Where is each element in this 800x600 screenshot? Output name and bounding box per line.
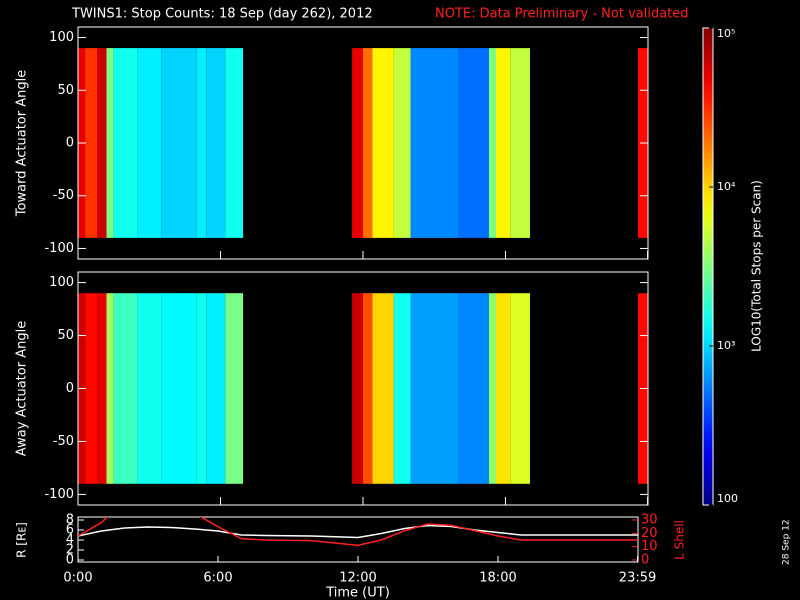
x-tick-label: 12:00 [339,571,376,586]
heatmap-cell [363,48,373,238]
x-tick-label: 0:00 [63,571,92,586]
y-tick-label: 50 [57,83,74,98]
heatmap-cell [393,48,411,238]
y-tick-label: 100 [49,275,74,290]
y-tick-label: 4 [66,533,74,548]
y-tick-label: 8 [66,513,74,528]
date-stamp: 28 Sep 12 [782,519,792,565]
y-tick-label: 100 [49,30,74,45]
heatmap-cell [496,48,511,238]
x-tick-label: 18:00 [479,571,516,586]
heatmap-cell [352,293,363,484]
heatmap-cell [113,48,138,238]
colorbar-tick-label: 100 [717,492,738,505]
heatmap-cell [206,293,226,484]
colorbar-label: LOG10(Total Stops per Scan) [750,180,764,352]
heatmap-cell [410,48,458,238]
heatmap-cell [196,293,207,484]
y2-axis-label: L Shell [673,520,687,560]
heatmap-cell [161,48,197,238]
y2-tick-label: 20 [641,526,658,541]
series-line [78,524,638,539]
heatmap-cell [352,48,363,238]
heatmap-cell [97,48,107,238]
heatmap-cell [372,293,394,484]
x-axis-label: Time (UT) [325,586,390,600]
heatmap-cell [410,293,458,484]
y-tick-label: 6 [66,523,74,538]
heatmap-cell [106,293,114,484]
series-line [78,517,638,547]
heatmap-cell [393,293,411,484]
y-axis-label: Toward Actuator Angle [15,70,30,217]
colorbar [702,27,714,506]
x-tick-label: 23:59 [619,571,656,586]
y2-tick-label: 10 [641,539,658,554]
heatmap-cell [225,48,244,238]
heatmap-cell [488,293,496,484]
colorbar-tick-label: 10⁴ [717,180,736,193]
heatmap-cell [488,48,496,238]
heatmap-cell [372,48,394,238]
heatmap-cell [458,48,489,238]
y-tick-label: -100 [44,487,74,502]
heatmap-cell [97,293,107,484]
colorbar-tick-label: 10⁵ [717,27,735,40]
heatmap-cell [113,293,138,484]
heatmap-cell [225,293,244,484]
title: TWINS1: Stop Counts: 18 Sep (day 262), 2… [71,7,373,22]
heatmap-cell [106,48,114,238]
heatmap-cell [363,293,373,484]
y-tick-label: 0 [66,553,74,568]
colorbar-tick-label: 10³ [717,339,735,352]
heatmap-cell [137,293,162,484]
y-tick-label: -100 [44,241,74,256]
heatmap-cell [196,48,207,238]
heatmap-cell [458,293,489,484]
y-tick-label: 50 [57,328,74,343]
y-tick-label: 2 [66,543,74,558]
heatmap-cell [496,293,511,484]
y-axis-label: Away Actuator Angle [15,321,30,456]
y-tick-label: -50 [53,188,74,203]
y-tick-label: 0 [66,381,74,396]
heatmap-cell [85,293,97,484]
y-tick-label: -50 [53,434,74,449]
y2-tick-label: 0 [641,553,649,568]
heatmap-cell [206,48,226,238]
y-tick-label: 0 [66,136,74,151]
heatmap-cell [161,293,197,484]
y-axis-label: R [Rᴇ] [15,522,29,558]
heatmap-cell [510,48,530,238]
heatmap-cell [510,293,530,484]
note: NOTE: Data Preliminary - Not validated [435,7,689,22]
x-tick-label: 6:00 [203,571,232,586]
heatmap-cell [137,48,162,238]
y2-tick-label: 30 [641,513,658,528]
heatmap-cell [85,48,97,238]
